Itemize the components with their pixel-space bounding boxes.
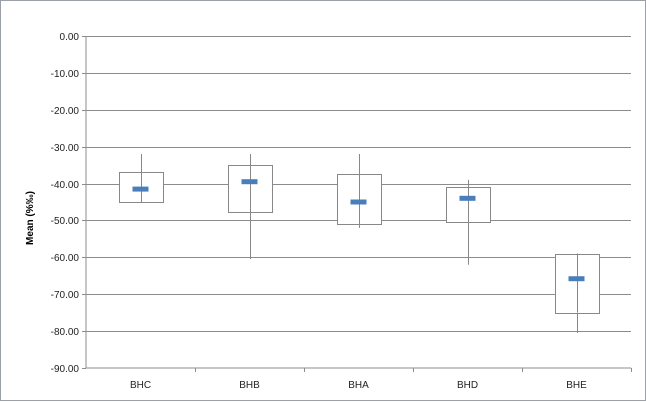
y-tick-label: -50.00 [51,216,80,227]
box-bhe [555,253,600,333]
box-bhc [119,154,164,203]
category-label: BHE [566,380,587,391]
y-tick-label: -30.00 [51,143,80,154]
y-tick-label: -80.00 [51,327,80,338]
y-tick-label: -40.00 [51,180,80,191]
y-tick-labels: 0.00 -10.00 -20.00 -30.00 -40.00 -50.00 -60.00… [51,32,80,375]
box-bha [337,154,382,228]
y-tick-label: 0.00 [60,32,80,43]
mean-marker [132,186,149,192]
y-tick-label: -70.00 [51,290,80,301]
category-label: BHD [457,380,478,391]
mean-marker [350,199,367,205]
y-tick-label: -90.00 [51,364,80,375]
y-axis-title: Mean (%‰) [25,191,36,245]
mean-marker [459,195,476,201]
mean-marker [241,179,258,185]
y-tick-label: -60.00 [51,253,80,264]
y-tick-label: -20.00 [51,106,80,117]
category-label: BHC [130,380,151,391]
category-label: BHB [239,380,260,391]
box-bhd [446,179,491,265]
box-series [119,154,600,333]
category-label: BHA [348,380,369,391]
mean-marker [568,276,585,282]
y-tick-label: -10.00 [51,69,80,80]
category-labels: BHC BHB BHA BHD BHE [130,368,632,391]
box-bhb [228,154,273,260]
